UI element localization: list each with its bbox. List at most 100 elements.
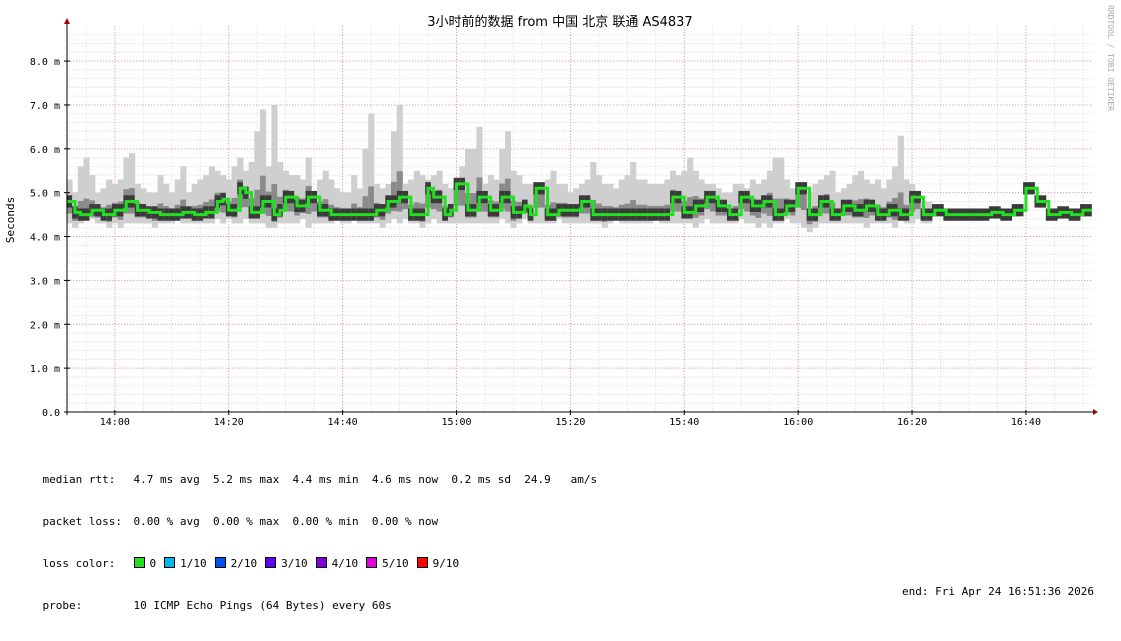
y-tick-labels: 0.0 1.0 m 2.0 m 3.0 m 4.0 m 5.0 m 6.0 m 7.0 m 8.… [30,57,60,419]
loss-color-swatch [133,557,145,568]
smoke-outer [163,183,170,224]
loss-color-swatch [214,557,226,568]
y-tick-label: 1.0 m [30,364,60,375]
smoke-outer [180,166,187,224]
smoke-mid [254,189,261,219]
smoke-outer [168,192,176,224]
loss-color-item-label: 5/10 [382,557,409,570]
latency-chart: 0.0 1.0 m 2.0 m 3.0 m 4.0 m 5.0 m 6.0 m 7.0 m 8.… [4,5,1115,428]
smoke-outer [795,192,802,224]
loss-color-swatch [416,557,428,568]
x-tick-label: 15:00 [441,417,471,428]
y-tick-label: 6.0 m [30,145,60,156]
y-tick-label: 8.0 m [30,57,60,68]
smoke-mid [83,198,90,218]
smoke-outer [516,175,523,224]
y-tick-label: 7.0 m [30,101,60,112]
median-rtt-label: median rtt: [42,473,116,486]
smoke-outer [271,104,278,228]
x-axis-arrow [1093,409,1098,415]
x-tick-label: 16:00 [783,417,813,428]
y-axis-arrow [64,18,70,24]
smoke-outer [772,157,779,224]
x-tick-label: 14:20 [214,417,244,428]
y-tick-label: 5.0 m [30,189,60,200]
loss-color-item-label: 4/10 [331,557,359,570]
smoke-outer [106,179,113,228]
smoke-outer [197,179,204,224]
loss-color-row: loss color: 0 1/10 2/10 3/10 4/10 5/10 9/10 [16,543,597,570]
smoke-bands [66,104,1092,233]
x-tick-labels: 14:00 14:20 14:40 15:00 15:20 15:40 16:00 16:20… [100,417,1041,428]
y-axis-label: Seconds [4,197,17,243]
probe-row: probe: 10 ICMP Echo Pings (64 Bytes) ever… [16,585,1095,612]
smoke-mid [459,178,466,206]
smoke-outer [635,179,642,224]
smoke-outer [892,166,899,228]
smoke-outer [362,148,369,224]
axes [64,18,1098,415]
smoke-outer [641,179,648,224]
x-tick-label: 16:20 [897,417,927,428]
smoke-mid [362,196,369,220]
y-tick-label: 4.0 m [30,233,60,244]
chart-title: 3小时前的数据 from 中国 北京 联通 AS4837 [427,14,692,30]
smoke-outer [550,170,557,224]
smoke-outer [778,157,785,224]
smoke-outer [351,175,358,219]
smoke-outer [852,175,859,224]
smoke-mid [260,175,267,214]
x-tick-label: 15:40 [669,417,699,428]
median-line [67,182,1092,217]
x-tick-label: 15:20 [555,417,585,428]
loss-color-item-label: 2/10 [230,557,258,570]
y-tick-label: 0.0 [42,408,60,419]
smoke-outer [89,175,96,219]
smoke-outer [334,188,341,219]
loss-color-item-label: 1/10 [180,557,207,570]
smoke-outer [254,131,261,224]
smoke-outer [77,166,84,224]
smoke-outer [493,179,500,224]
x-tick-label: 14:00 [100,417,130,428]
smoke-mid [801,189,808,211]
loss-color-swatch [315,557,327,568]
smoke-outer [658,183,665,224]
smoke-outer [539,192,546,224]
smoke-outer [203,175,210,224]
smoke-outer [801,192,808,228]
smoke-outer [391,131,398,219]
smoke-outer [328,179,335,224]
x-tick-label: 16:40 [1011,417,1041,428]
median-rtt-row: median rtt: 4.7 ms avg 5.2 ms max 4.4 ms … [16,459,598,486]
loss-color-swatch [164,557,176,568]
smoke-outer [157,175,164,224]
rrdtool-watermark: RRDTOOL / TOBI OETIKER [1106,5,1115,111]
smoke-outer [618,179,625,224]
probe-label: probe: [42,599,83,612]
smoke-outer [527,183,534,224]
smoke-outer [607,183,614,224]
loss-color-items: 0 1/10 2/10 3/10 4/10 5/10 9/10 [133,557,468,570]
smoke-outer [322,170,329,224]
smoke-outer [260,109,267,224]
smoke-outer [231,166,238,224]
smoke-outer [857,170,865,224]
smoke-outer [100,188,107,224]
loss-color-swatch [265,557,277,568]
smoke-outer [476,126,483,224]
median-rtt-line [67,182,1092,217]
smoke-outer [829,170,836,224]
smoke-outer [504,131,511,224]
smoke-outer [624,175,631,224]
smoke-outer [396,104,403,224]
median-rtt-values: 4.7 ms avg 5.2 ms max 4.4 ms min 4.6 ms … [133,473,598,486]
smoke-outer [345,192,352,224]
smoke-outer [647,183,654,224]
packet-loss-label: packet loss: [42,515,122,528]
smoke-mid [539,189,546,208]
smoke-outer [470,148,477,224]
y-tick-label: 3.0 m [30,276,60,287]
smoke-outer [613,188,620,219]
packet-loss-values: 0.00 % avg 0.00 % max 0.00 % min 0.00 % … [133,515,439,528]
